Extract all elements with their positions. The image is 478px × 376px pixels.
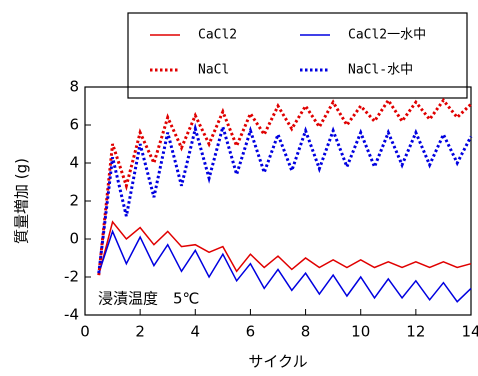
x-tick-label: 0 [80,323,90,341]
series-line [97,121,473,274]
y-axis-label: 質量増加 (g) [13,158,31,244]
legend-label: CaCl2一水中 [348,28,426,43]
x-tick-label: 4 [191,323,201,341]
x-tick-label: 2 [135,323,145,341]
legend-label: NaCl-水中 [348,63,413,78]
y-tick-label: -4 [64,306,79,324]
plot-frame [84,86,472,316]
y-tick-label: 0 [69,230,79,248]
series-line [98,220,472,276]
x-tick-label: 6 [246,323,256,341]
x-tick-label: 10 [351,323,370,341]
series-line [98,229,472,303]
y-tick-label: -2 [64,268,79,286]
annotation: 浸漬温度 5℃ [98,290,199,308]
x-axis-label: サイクル [248,353,307,371]
x-tick-label: 14 [461,323,478,341]
y-tick-label: 8 [69,78,79,96]
legend-label: NaCl [198,63,229,78]
y-tick-label: 2 [69,192,79,210]
legend-label: CaCl2 [198,28,237,43]
x-tick-label: 8 [301,323,311,341]
legend-box [127,12,468,99]
y-tick-label: 6 [69,116,79,134]
x-tick-label: 12 [406,323,425,341]
y-tick-label: 4 [69,154,79,172]
